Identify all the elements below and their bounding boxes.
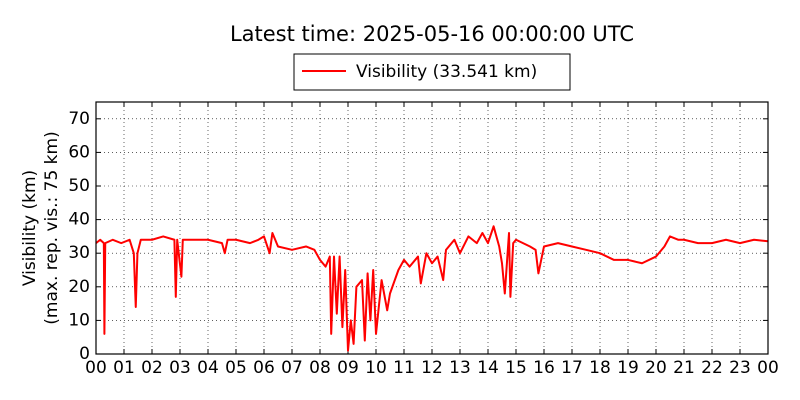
x-tick-label: 18	[589, 358, 611, 378]
x-tick-label: 08	[309, 358, 331, 378]
y-tick-label: 0	[79, 344, 90, 364]
x-tick-label: 16	[533, 358, 555, 378]
y-tick-label: 60	[68, 142, 90, 162]
x-tick-label: 00	[85, 358, 107, 378]
x-tick-label: 23	[729, 358, 751, 378]
x-tick-label: 00	[757, 358, 779, 378]
x-tick-label: 22	[701, 358, 723, 378]
y-tick-label: 10	[68, 310, 90, 330]
x-tick-label: 19	[617, 358, 639, 378]
y-tick-label: 20	[68, 277, 90, 297]
y-tick-label: 30	[68, 243, 90, 263]
x-tick-label: 10	[365, 358, 387, 378]
x-tick-label: 21	[673, 358, 695, 378]
x-tick-label: 03	[169, 358, 191, 378]
x-tick-label: 11	[393, 358, 415, 378]
y-tick-label: 70	[68, 109, 90, 129]
x-tick-label: 07	[281, 358, 303, 378]
y-tick-label: 40	[68, 210, 90, 230]
x-tick-label: 02	[141, 358, 163, 378]
x-tick-label: 17	[561, 358, 583, 378]
x-tick-label: 12	[421, 358, 443, 378]
x-tick-label: 09	[337, 358, 359, 378]
chart-title: Latest time: 2025-05-16 00:00:00 UTC	[230, 22, 634, 46]
y-tick-label: 50	[68, 176, 90, 196]
y-label: (max. rep. vis.: 75 km)	[42, 131, 62, 324]
x-tick-label: 05	[225, 358, 247, 378]
x-tick-label: 01	[113, 358, 135, 378]
x-tick-label: 06	[253, 358, 275, 378]
x-tick-label: 14	[477, 358, 499, 378]
plot-frame	[95, 101, 769, 355]
y-label: Visibility (km)	[20, 170, 40, 286]
x-tick-label: 20	[645, 358, 667, 378]
data-line	[95, 225, 769, 352]
x-tick-label: 13	[449, 358, 471, 378]
legend-label: Visibility (33.541 km)	[356, 62, 537, 82]
x-tick-label: 04	[197, 358, 219, 378]
x-tick-label: 15	[505, 358, 527, 378]
